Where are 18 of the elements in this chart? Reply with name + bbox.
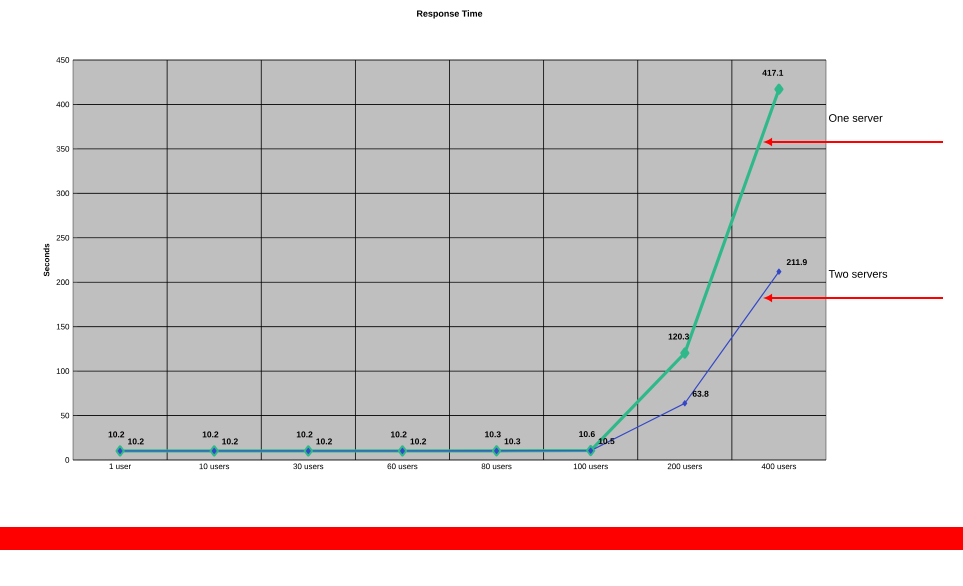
data-label: 10.2 <box>202 431 218 438</box>
data-label: 10.2 <box>410 438 426 444</box>
data-label: 10.6 <box>579 431 595 438</box>
data-label: 417.1 <box>762 70 784 76</box>
data-label: 10.2 <box>128 438 144 444</box>
data-label: 120.3 <box>668 334 689 340</box>
text: Two servers <box>828 270 888 278</box>
data-label: 63.8 <box>692 390 709 397</box>
data-label: 211.9 <box>786 259 807 266</box>
data-label: 10.3 <box>485 431 501 438</box>
data-label: 10.3 <box>504 438 520 444</box>
data-label: 10.2 <box>296 431 312 438</box>
text: One server <box>829 114 883 122</box>
data-label: 10.2 <box>390 431 407 438</box>
data-label: 10.2 <box>108 431 124 438</box>
data-label: 10.2 <box>222 438 238 444</box>
chart-title: Response Time <box>417 10 482 18</box>
data-label: 10.2 <box>316 438 332 444</box>
